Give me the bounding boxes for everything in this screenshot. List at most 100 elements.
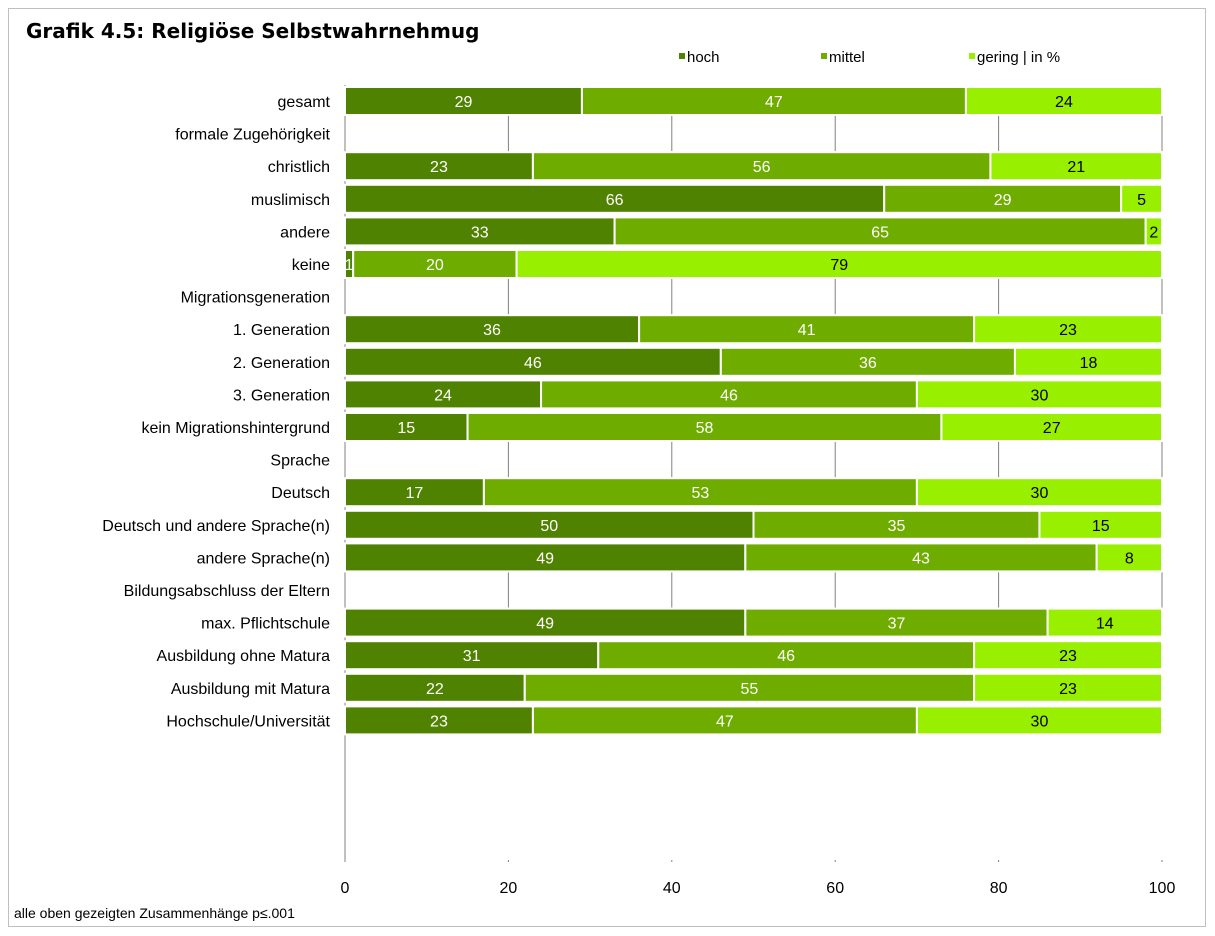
bar-hoch (344, 477, 485, 508)
bar-hoch (344, 542, 747, 573)
bar-hoch (344, 607, 747, 638)
value-label-gering: 30 (1031, 485, 1049, 502)
value-label-mittel: 37 (888, 616, 906, 633)
category-label: gesamt (278, 94, 331, 111)
value-label-gering: 15 (1092, 518, 1110, 535)
value-label-gering: 27 (1043, 420, 1061, 437)
bar-hoch (344, 183, 886, 214)
bar-gering (1046, 607, 1163, 638)
value-label-mittel: 20 (426, 257, 444, 274)
category-label: Migrationsgeneration (181, 290, 330, 307)
bar-hoch (344, 346, 722, 377)
value-label-hoch: 50 (540, 518, 558, 535)
bar-mittel (523, 672, 976, 703)
category-label: max. Pflichtschule (201, 616, 330, 633)
x-tick-label: 20 (500, 880, 518, 897)
x-tick-label: 0 (341, 880, 350, 897)
category-label: kein Migrationshintergrund (141, 420, 330, 437)
value-label-gering: 8 (1125, 550, 1134, 567)
category-label: Ausbildung ohne Matura (157, 648, 331, 665)
bar-gering (1120, 183, 1164, 214)
chart-title: Grafik 4.5: Religiöse Selbstwahrnehmug (26, 19, 480, 43)
value-label-gering: 24 (1055, 94, 1073, 111)
category-label: Hochschule/Universität (166, 713, 330, 730)
bar-mittel (883, 183, 1123, 214)
value-label-hoch: 49 (536, 616, 554, 633)
category-label: keine (292, 257, 330, 274)
value-label-mittel: 41 (798, 322, 816, 339)
value-label-mittel: 65 (871, 224, 889, 241)
x-tick-label: 80 (990, 880, 1008, 897)
bar-mittel (352, 249, 518, 279)
value-label-gering: 23 (1059, 322, 1077, 339)
value-label-gering: 30 (1031, 387, 1049, 404)
bar-hoch (344, 412, 469, 442)
bar-mittel (531, 151, 992, 182)
category-label: andere Sprache(n) (197, 550, 330, 567)
value-label-gering: 14 (1096, 616, 1114, 633)
bar-gering (964, 86, 1163, 116)
bar-gering (915, 705, 1164, 736)
value-label-mittel: 43 (912, 550, 930, 567)
value-label-mittel: 35 (888, 518, 906, 535)
category-label: andere (280, 224, 330, 241)
value-label-hoch: 66 (606, 192, 624, 209)
value-label-hoch: 23 (430, 159, 448, 176)
footnote: alle oben gezeigten Zusammenhänge p≤.001 (14, 905, 295, 921)
bar-gering (1038, 509, 1163, 540)
legend-swatch (679, 53, 685, 59)
bar-gering (1144, 216, 1164, 247)
bar-hoch (344, 151, 534, 182)
value-label-gering: 23 (1059, 681, 1077, 698)
category-label: Deutsch und andere Sprache(n) (102, 518, 330, 535)
x-tick-label: 40 (663, 880, 681, 897)
bar-mittel (744, 607, 1049, 638)
bar-mittel (719, 346, 1016, 377)
bar-mittel (638, 314, 976, 345)
value-label-hoch: 33 (471, 224, 489, 241)
bar-gering (989, 151, 1163, 182)
bar-hoch (344, 672, 526, 703)
value-label-mittel: 53 (691, 485, 709, 502)
bar-gering (915, 379, 1164, 410)
category-label: 3. Generation (233, 387, 330, 404)
value-label-hoch: 24 (434, 387, 452, 404)
value-label-mittel: 47 (765, 94, 783, 111)
value-label-hoch: 29 (455, 94, 473, 111)
value-label-hoch: 46 (524, 355, 542, 372)
value-label-hoch: 23 (430, 713, 448, 730)
bar-gering (973, 640, 1164, 671)
value-label-mittel: 58 (696, 420, 714, 437)
legend-label: gering | in % (977, 49, 1060, 66)
category-label: Ausbildung mit Matura (171, 681, 330, 698)
value-label-mittel: 56 (753, 159, 771, 176)
legend-label: hoch (687, 49, 720, 66)
bar-mittel (752, 509, 1041, 540)
bar-hoch (344, 379, 543, 410)
value-label-mittel: 55 (741, 681, 759, 698)
value-label-mittel: 47 (716, 713, 734, 730)
category-label: Bildungsabschluss der Eltern (124, 583, 330, 600)
x-tick-label: 60 (826, 880, 844, 897)
bar-hoch (344, 86, 583, 116)
value-label-gering: 21 (1067, 159, 1085, 176)
category-label: Deutsch (271, 485, 330, 502)
bar-mittel (613, 216, 1147, 247)
bar-mittel (597, 640, 976, 671)
bar-gering (515, 249, 1163, 279)
bar-mittel (466, 412, 943, 442)
bar-gering (973, 314, 1164, 345)
value-label-hoch: 36 (483, 322, 501, 339)
value-label-hoch: 49 (536, 550, 554, 567)
category-label: Sprache (270, 453, 330, 470)
bar-gering (973, 672, 1164, 703)
category-label: formale Zugehörigkeit (175, 127, 330, 144)
category-label: christlich (268, 159, 330, 176)
value-label-hoch: 15 (397, 420, 415, 437)
x-tick-label: 100 (1149, 880, 1176, 897)
value-label-hoch: 1 (345, 257, 354, 274)
value-label-gering: 2 (1149, 224, 1158, 241)
category-label: 1. Generation (233, 322, 330, 339)
value-label-mittel: 46 (720, 387, 738, 404)
